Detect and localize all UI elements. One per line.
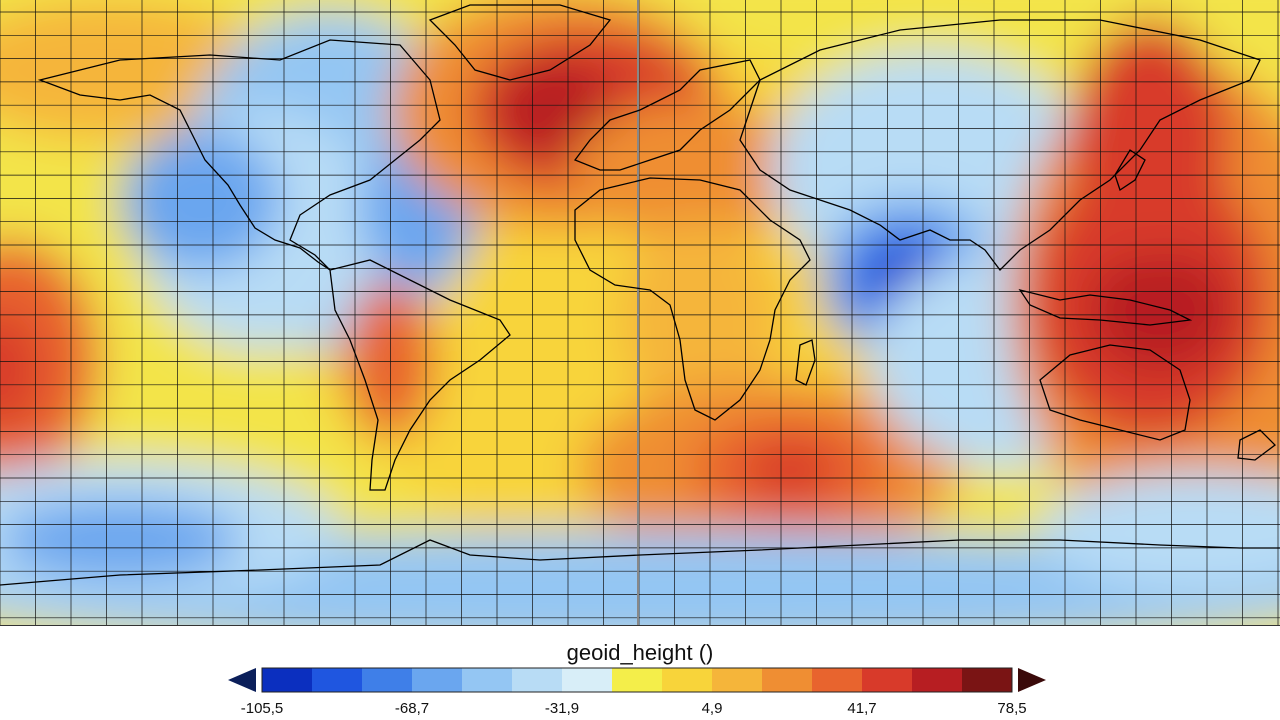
geoid-contour-region: [1090, 250, 1230, 370]
geoid-contour-region: [0, 310, 40, 430]
colorbar-tick-label: -68,7: [394, 700, 430, 717]
colorbar-tick-labels: -105,5 -68,7 -31,9 4,9 41,7 78,5: [0, 700, 1280, 720]
coastline-path: [574, 177, 811, 421]
geoid-contour-region: [0, 500, 240, 580]
geoid-contour-region: [1040, 470, 1280, 590]
colorbar-segment: [562, 668, 613, 692]
colorbar-segment: [662, 668, 713, 692]
colorbar-tick-label: -31,9: [544, 700, 580, 717]
colorbar-segment: [762, 668, 813, 692]
colorbar-segment: [512, 668, 563, 692]
colorbar-segment: [412, 668, 463, 692]
colorbar-extend-min-arrow: [228, 668, 256, 692]
colorbar-tick-label: -105,5: [240, 700, 284, 717]
colorbar-segment: [812, 668, 863, 692]
colorbar-frame: [261, 667, 1013, 693]
geoid-field: [0, 0, 1280, 625]
geoid-contour-region: [0, 240, 100, 480]
colorbar-segment: [962, 668, 1013, 692]
coastline-path: [0, 539, 1280, 586]
colorbar-segment: [312, 668, 363, 692]
colorbar-segment: [712, 668, 763, 692]
geoid-contour-region: [620, 220, 780, 420]
colorbar-segment: [612, 668, 663, 692]
colorbar-tick-label: 4,9: [701, 700, 723, 717]
geoid-contour-region: [1070, 20, 1230, 260]
coastline-path: [1237, 429, 1276, 461]
colorbar-segment: [462, 668, 513, 692]
colorbar: [228, 667, 1046, 693]
colorbar-tick-label: 78,5: [997, 700, 1027, 717]
geoid-map: [0, 0, 1280, 626]
colorbar-extend-max-arrow: [1018, 668, 1046, 692]
coastlines: [0, 4, 1280, 586]
coastline-path: [1114, 149, 1146, 192]
colorbar-segment: [262, 668, 313, 692]
geoid-contour-region: [495, 60, 615, 160]
colorbar-segment: [862, 668, 913, 692]
coastline-path: [1018, 288, 1193, 326]
geoid-map-svg: [0, 0, 1280, 625]
colorbar-tick-label: 41,7: [847, 700, 877, 717]
coastline-path: [795, 339, 816, 386]
geoid-contour-region: [745, 440, 835, 500]
geoid-contour-region: [120, 130, 280, 270]
coastline-path: [573, 59, 761, 171]
colorbar-segment: [362, 668, 413, 692]
geoid-contour-region: [345, 280, 435, 440]
coastline-path: [37, 39, 441, 271]
graticule-grid: [0, 0, 1280, 625]
coastline-path: [739, 19, 1261, 271]
coastline-path: [1039, 344, 1191, 441]
colorbar-title: geoid_height (): [566, 640, 714, 665]
colorbar-segment: [912, 668, 963, 692]
coastline-path: [428, 4, 612, 81]
geoid-contour-region: [570, 100, 810, 240]
coastline-path: [329, 259, 511, 491]
